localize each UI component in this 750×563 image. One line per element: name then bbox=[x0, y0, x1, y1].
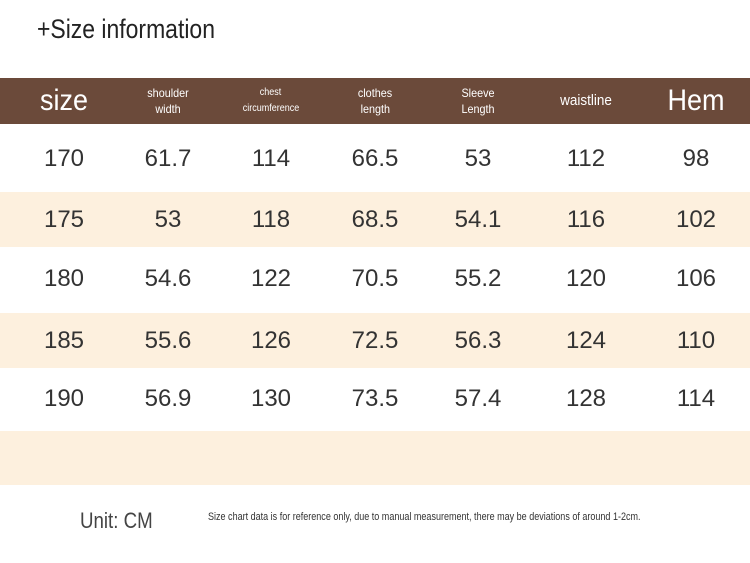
table-cell: 70.5 bbox=[351, 265, 399, 292]
title: +Size information bbox=[37, 14, 215, 44]
header-cell: Sleeve Length bbox=[460, 78, 497, 124]
table-cell: 68.5 bbox=[351, 205, 399, 233]
table-cell: 54.6 bbox=[144, 265, 192, 292]
table-cell: 55.2 bbox=[454, 265, 502, 292]
table-cell: 170 bbox=[43, 145, 85, 172]
table-cell: 114 bbox=[676, 385, 716, 412]
table-cell: 57.4 bbox=[454, 385, 502, 412]
table-cell: 53 bbox=[154, 205, 182, 233]
table-cell: 130 bbox=[250, 385, 292, 412]
header-cell: Hem bbox=[664, 78, 727, 124]
header-cell: waistline bbox=[557, 78, 615, 124]
header-text: Sleeve bbox=[461, 86, 495, 100]
header-text: Length bbox=[461, 102, 495, 116]
table-cell: 120 bbox=[565, 265, 607, 292]
header-cell: size bbox=[37, 78, 90, 124]
unit-label: Unit: CM bbox=[80, 508, 153, 533]
table-cell: 102 bbox=[675, 205, 717, 233]
table-cell: 110 bbox=[676, 326, 716, 354]
table-cell: 116 bbox=[566, 205, 606, 233]
footnote: Size chart data is for reference only, d… bbox=[208, 511, 641, 523]
table-cell: 112 bbox=[566, 145, 606, 172]
table-cell: 128 bbox=[565, 385, 607, 412]
table-row: 170 61.7 114 66.5 53 112 98 bbox=[0, 130, 750, 188]
header-text: waistline bbox=[560, 92, 612, 109]
table-cell: 72.5 bbox=[351, 326, 399, 354]
table-cell: 190 bbox=[43, 385, 85, 412]
table-cell: 180 bbox=[43, 265, 85, 292]
table-cell: 61.7 bbox=[144, 145, 192, 172]
header-cell: clothes length bbox=[356, 78, 394, 124]
empty-row bbox=[0, 431, 750, 485]
table-cell: 54.1 bbox=[454, 205, 502, 233]
table-cell: 185 bbox=[43, 326, 85, 354]
table-cell: 55.6 bbox=[144, 326, 192, 354]
header-text: size bbox=[39, 84, 89, 117]
table-cell: 114 bbox=[251, 145, 291, 172]
table-cell: 122 bbox=[250, 265, 292, 292]
header-text: Hem bbox=[667, 84, 725, 117]
table-row: 185 55.6 126 72.5 56.3 124 110 bbox=[0, 313, 750, 368]
header-cell: chest circumference bbox=[240, 78, 303, 124]
header-text: width bbox=[155, 102, 181, 116]
header-text: shoulder bbox=[147, 86, 189, 100]
table-cell: 56.9 bbox=[144, 385, 192, 412]
table-cell: 98 bbox=[682, 145, 710, 172]
header-text: clothes bbox=[357, 86, 393, 100]
table-cell: 73.5 bbox=[351, 385, 399, 412]
header-text: circumference bbox=[242, 103, 300, 114]
table-cell: 66.5 bbox=[351, 145, 399, 172]
table-cell: 53 bbox=[464, 145, 492, 172]
table-cell: 106 bbox=[675, 265, 717, 292]
table-cell: 175 bbox=[43, 205, 85, 233]
table-header: size shoulder width chest circumference cloth… bbox=[0, 78, 750, 124]
table-cell: 56.3 bbox=[454, 326, 502, 354]
table-cell: 118 bbox=[251, 205, 291, 233]
table-row: 175 53 118 68.5 54.1 116 102 bbox=[0, 192, 750, 247]
table-cell: 124 bbox=[565, 326, 607, 354]
header-text: chest bbox=[260, 87, 282, 98]
table-row: 180 54.6 122 70.5 55.2 120 106 bbox=[0, 250, 750, 308]
table-row: 190 56.9 130 73.5 57.4 128 114 bbox=[0, 370, 750, 428]
header-cell: shoulder width bbox=[145, 78, 191, 124]
table-cell: 126 bbox=[250, 326, 292, 354]
header-text: length bbox=[360, 102, 390, 116]
